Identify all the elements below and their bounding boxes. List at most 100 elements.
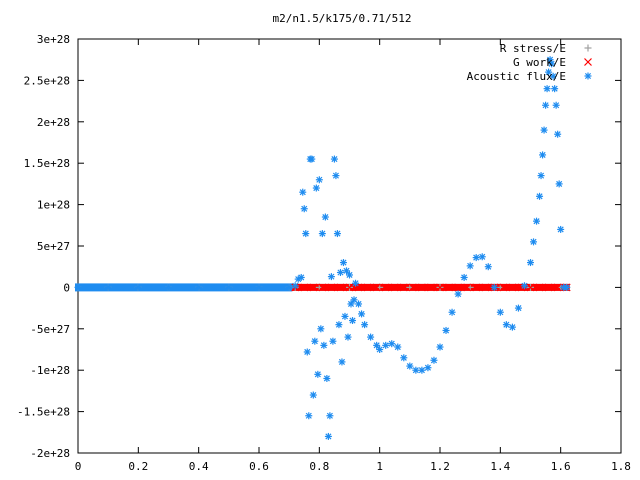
series-1-point — [390, 283, 399, 292]
series-2-point — [341, 312, 349, 320]
series-2-point — [326, 412, 334, 420]
legend-label: R stress/E — [500, 42, 566, 55]
x-tick-label: 0.2 — [128, 460, 148, 473]
series-2-point — [472, 254, 480, 262]
series-1-point — [454, 283, 463, 292]
series-2-point — [314, 370, 322, 378]
series-1-point — [354, 283, 363, 292]
legend-label: G work/E — [513, 56, 566, 69]
x-tick-label: 1 — [376, 460, 383, 473]
series-2-point — [454, 290, 462, 298]
series-2-point — [400, 354, 408, 362]
series-2-point — [373, 341, 381, 349]
series-1-point — [372, 283, 381, 292]
series-2-point — [294, 275, 302, 283]
series-2-point — [332, 172, 340, 180]
series-2-point — [448, 308, 456, 316]
series-2-point — [104, 283, 112, 291]
series-1-point — [526, 283, 535, 292]
y-tick-label: 5e+27 — [37, 240, 70, 253]
series-2-point — [496, 308, 504, 316]
series-2-point — [299, 188, 307, 196]
series-2-point — [555, 180, 563, 188]
series-1-point — [309, 283, 318, 292]
y-tick-label: 1e+28 — [37, 199, 70, 212]
series-1-point — [535, 283, 544, 292]
series-2-point — [388, 340, 396, 348]
series-2-point — [394, 343, 402, 351]
series-1-point — [336, 283, 345, 292]
series-1-point — [436, 283, 444, 292]
series-2-point — [533, 217, 541, 225]
series-2-point — [536, 192, 544, 200]
series-2-point — [270, 283, 278, 291]
series-2-point — [424, 364, 432, 372]
series-2-point — [317, 325, 325, 333]
series-2-point — [303, 348, 311, 356]
series-1-point — [408, 283, 417, 292]
series-2-point — [89, 283, 97, 291]
series-2-point — [309, 391, 317, 399]
series-1-point — [544, 283, 553, 292]
series-2-point — [530, 238, 538, 246]
series-2-point — [339, 259, 347, 267]
series-2-point — [542, 101, 550, 109]
series-2-point — [466, 262, 474, 270]
legend-marker-1 — [584, 58, 592, 66]
series-2-point — [552, 101, 560, 109]
series-2-point — [539, 151, 547, 159]
series-2-point — [333, 230, 341, 238]
series-1-point — [508, 283, 517, 292]
series-2-point — [490, 283, 498, 291]
series-2-point — [554, 130, 562, 138]
x-tick-label: 1.8 — [611, 460, 631, 473]
series-2-point — [543, 85, 551, 93]
series-2-point — [300, 205, 308, 213]
series-2-point — [352, 279, 360, 287]
series-2-point — [285, 283, 293, 291]
series-1-point — [381, 283, 390, 292]
series-2-point — [412, 366, 420, 374]
series-2-point — [291, 282, 299, 290]
x-tick-label: 1.4 — [490, 460, 510, 473]
series-2-point — [436, 343, 444, 351]
x-tick-label: 0 — [75, 460, 82, 473]
legend-label: Acoustic flux/E — [467, 70, 566, 83]
series-2-point — [361, 321, 369, 329]
series-1-point — [481, 283, 490, 292]
series-1-point — [553, 283, 562, 292]
series-2-point — [346, 271, 353, 279]
series-2-point — [210, 283, 218, 291]
series-2-point — [540, 126, 548, 134]
series-2-point — [180, 283, 188, 291]
series-2-point — [134, 283, 142, 291]
series-2-point — [338, 358, 346, 366]
y-tick-label: 3e+28 — [37, 33, 70, 46]
y-tick-label: 2.5e+28 — [24, 74, 70, 87]
y-tick-label: 0 — [63, 281, 70, 294]
series-2-point — [508, 323, 516, 331]
series-2-point — [551, 85, 559, 93]
x-tick-label: 0.8 — [309, 460, 329, 473]
series-2-point — [321, 213, 329, 221]
series-2-point — [329, 337, 337, 345]
series-1-point — [427, 283, 435, 292]
series-2-point — [430, 356, 438, 364]
series-2-point — [520, 282, 528, 290]
series-2-point — [460, 273, 468, 281]
series-2-point — [165, 283, 172, 291]
series-1-point — [417, 283, 426, 292]
series-2-point — [318, 230, 326, 238]
series-2-point — [312, 184, 320, 192]
series-2-point — [324, 432, 332, 440]
x-tick-label: 0.4 — [189, 460, 209, 473]
series-2-point — [442, 326, 450, 334]
series-1-point — [445, 283, 453, 292]
series-2-point — [342, 267, 350, 275]
y-tick-label: 1.5e+28 — [24, 157, 70, 170]
series-1-point — [327, 283, 336, 292]
series-1-point — [499, 283, 508, 292]
series-2-point — [327, 273, 335, 281]
